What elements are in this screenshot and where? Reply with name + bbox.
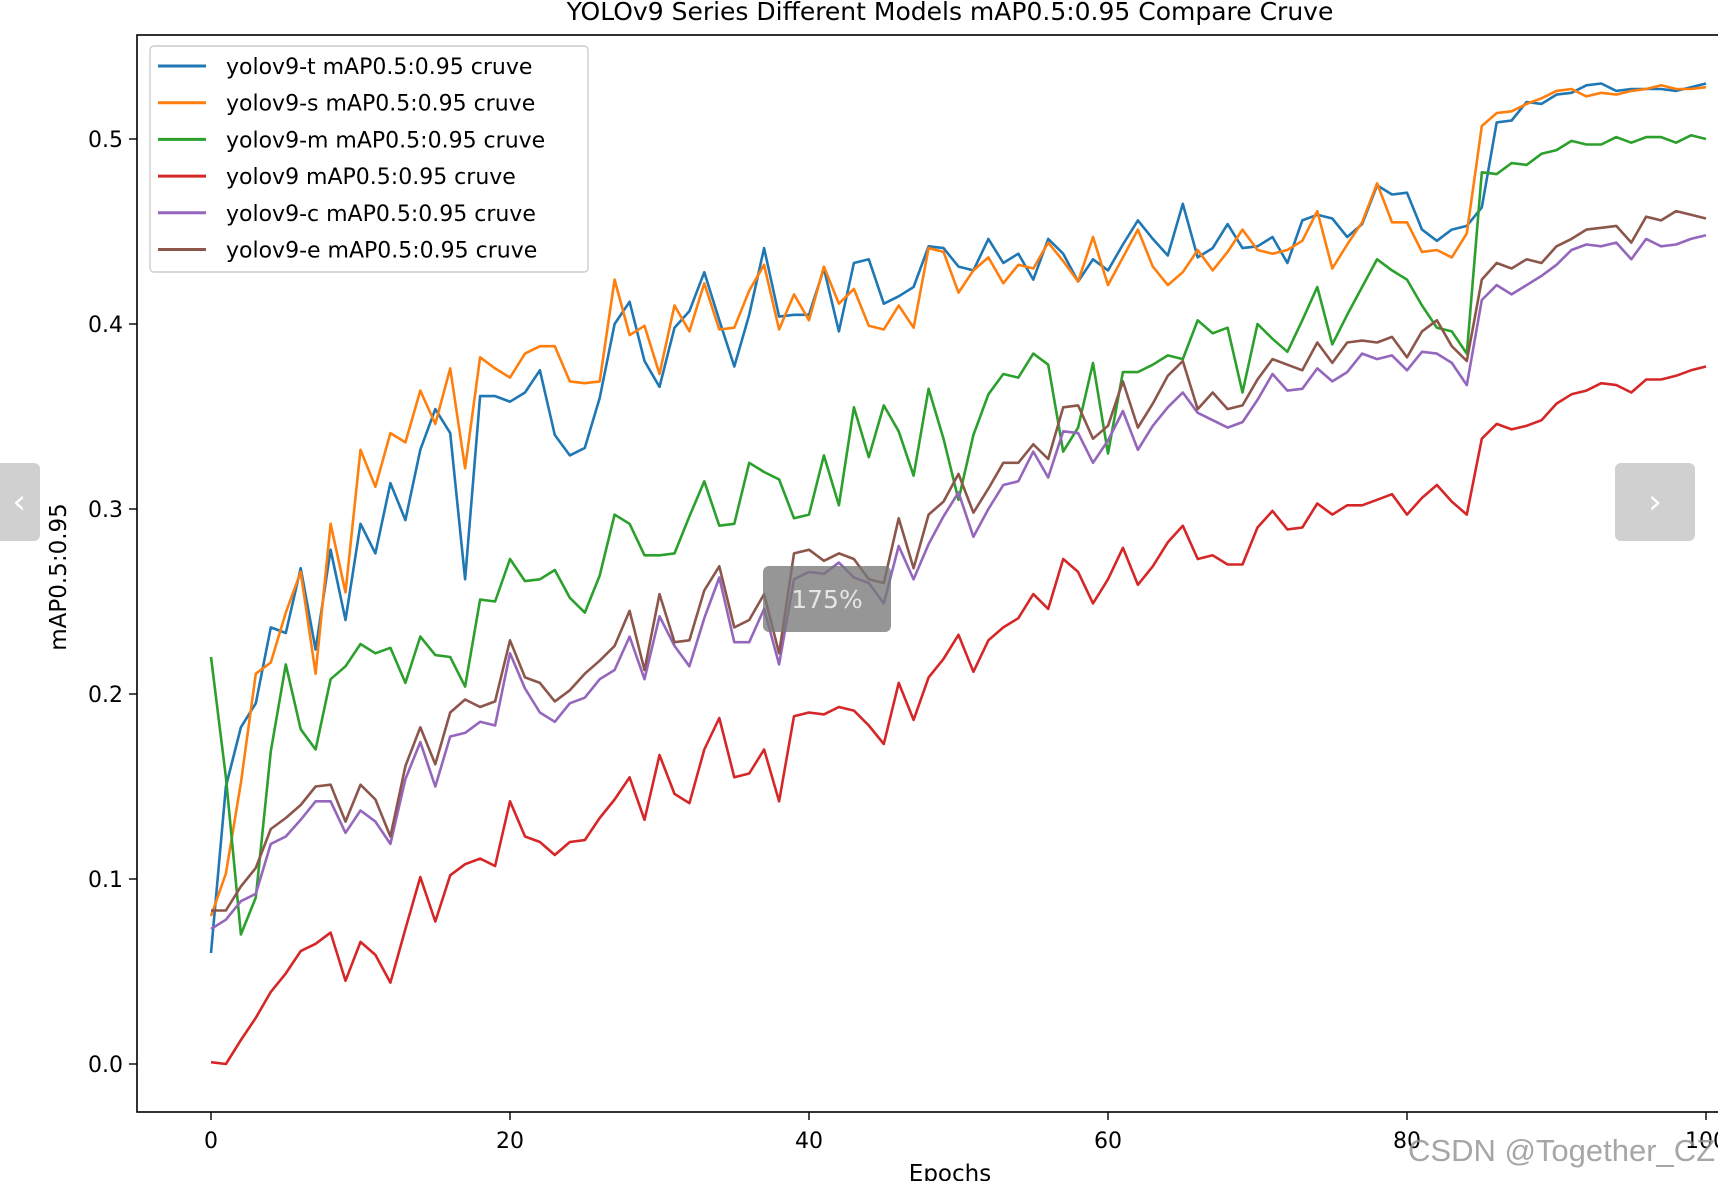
x-tick-label: 80 (1393, 1129, 1421, 1154)
x-axis: 0 20 40 60 80 100 (204, 1112, 1718, 1154)
legend-entry-label: yolov9-s mAP0.5:0.95 cruve (226, 92, 535, 117)
y-tick-label: 0.4 (88, 313, 123, 338)
plot-area (136, 34, 1718, 1113)
plot-border (136, 34, 1718, 1113)
chevron-left-icon: ‹ (12, 482, 26, 522)
x-tick-label: 40 (795, 1129, 823, 1154)
zoom-level-badge: 175% (763, 566, 891, 632)
x-tick-label: 0 (204, 1129, 218, 1154)
y-tick-label: 0.2 (88, 683, 123, 708)
series-line-2 (209, 84, 1707, 917)
next-image-button[interactable]: › (1615, 463, 1695, 541)
y-tick-label: 0.1 (88, 868, 123, 893)
y-axis-label: mAP0.5:0.95 (46, 503, 72, 651)
x-tick-label: 20 (496, 1129, 524, 1154)
y-tick-label: 0.3 (88, 498, 123, 523)
x-tick-label: 60 (1094, 1129, 1122, 1154)
series-line-4 (210, 365, 1707, 1066)
chart-title: YOLOv9 Series Different Models mAP0.5:0.… (566, 0, 1334, 26)
x-tick-label: 100 (1685, 1129, 1718, 1154)
previous-image-button[interactable]: ‹ (0, 463, 40, 541)
legend-entry-label: yolov9-e mAP0.5:0.95 cruve (226, 239, 537, 264)
legend: yolov9-t mAP0.5:0.95 cruve yolov9-s mAP0.… (149, 45, 589, 273)
series-line-6 (211, 209, 1707, 912)
legend-entry-label: yolov9-t mAP0.5:0.95 cruve (226, 55, 532, 80)
legend-entry-label: yolov9-c mAP0.5:0.95 cruve (226, 202, 536, 227)
y-axis: 0.0 0.1 0.2 0.3 0.4 0.5 (88, 128, 137, 1078)
legend-box (149, 45, 589, 273)
series-lines (209, 82, 1707, 1066)
series-line-5 (210, 233, 1707, 931)
x-axis-label: Epochs (909, 1161, 991, 1181)
y-tick-label: 0.0 (88, 1053, 123, 1078)
chevron-right-icon: › (1648, 482, 1662, 522)
watermark: CSDN @Together_CZ (1408, 1133, 1716, 1168)
series-line-1 (209, 82, 1707, 954)
series-line-3 (209, 134, 1707, 936)
legend-entry-label: yolov9-m mAP0.5:0.95 cruve (226, 128, 545, 153)
legend-entry-label: yolov9 mAP0.5:0.95 cruve (226, 165, 516, 190)
y-tick-label: 0.5 (88, 128, 123, 153)
